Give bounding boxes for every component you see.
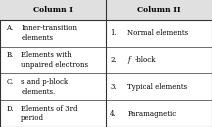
Text: Paramagnetic: Paramagnetic [127,110,176,118]
Text: 1.: 1. [110,29,117,37]
Text: Normal elements: Normal elements [127,29,188,37]
Bar [0,0,212,20]
Text: s and p-block: s and p-block [21,78,68,86]
Text: Column II: Column II [137,6,181,14]
Text: unpaired electrons: unpaired electrons [21,61,88,69]
Text: Typical elements: Typical elements [127,83,187,91]
Text: Elements with: Elements with [21,51,72,59]
Text: D.: D. [6,105,14,113]
Text: C.: C. [6,78,14,86]
Text: period: period [21,114,44,122]
Text: 3.: 3. [110,83,117,91]
Text: A.: A. [6,24,14,32]
Text: Column I: Column I [33,6,73,14]
Text: Elements of 3rd: Elements of 3rd [21,105,78,113]
Text: Inner-transition: Inner-transition [21,24,77,32]
Text: 4.: 4. [110,110,117,118]
Text: B.: B. [6,51,14,59]
Text: 2.: 2. [110,56,117,64]
Text: f: f [127,56,130,64]
Text: -block: -block [135,56,156,64]
Text: elements.: elements. [21,88,56,96]
Text: elements: elements [21,34,53,42]
